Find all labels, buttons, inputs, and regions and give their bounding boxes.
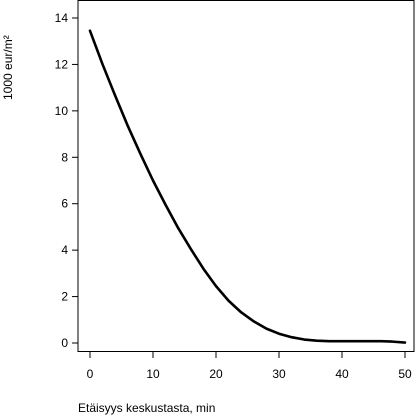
x-tick-label-0: 0 xyxy=(87,367,94,381)
plot-frame xyxy=(77,0,415,352)
y-tick-label-10: 10 xyxy=(55,104,69,118)
series-layer xyxy=(88,29,407,344)
x-tick-label-10: 10 xyxy=(146,367,160,381)
x-tick-label-30: 30 xyxy=(272,367,286,381)
y-tick-label-0: 0 xyxy=(61,336,68,350)
y-tick-label-14: 14 xyxy=(55,11,69,25)
x-tick-label-50: 50 xyxy=(398,367,412,381)
plot-box xyxy=(77,0,415,352)
y-tick-label-8: 8 xyxy=(61,150,68,164)
y-tick-label-12: 12 xyxy=(55,57,69,71)
x-tick-label-20: 20 xyxy=(209,367,223,381)
y-axis-label: 1000 eur/m² xyxy=(1,35,15,100)
y-tick-label-2: 2 xyxy=(61,290,68,304)
y-tick-label-4: 4 xyxy=(61,243,68,257)
x-axis-label: Etäisyys keskustasta, min xyxy=(78,401,215,415)
y-tick-label-6: 6 xyxy=(61,197,68,211)
x-tick-label-40: 40 xyxy=(335,367,349,381)
series-line-0 xyxy=(88,29,407,344)
y-axis: 0 2 4 6 8 10 12 14 xyxy=(55,11,78,350)
x-axis: 0 10 20 30 40 50 xyxy=(87,351,412,381)
